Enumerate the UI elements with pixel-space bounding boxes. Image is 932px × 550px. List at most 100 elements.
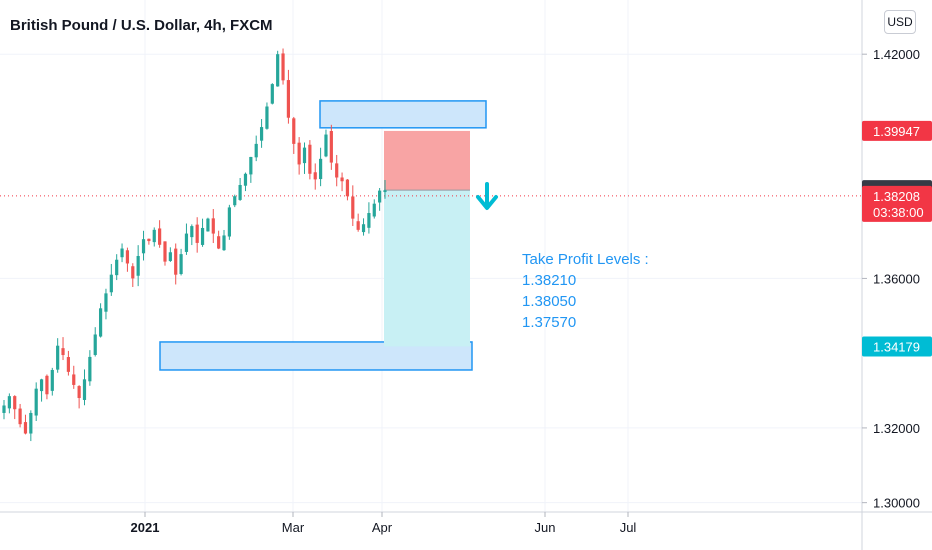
- candle-body: [281, 53, 285, 81]
- candle-body: [233, 196, 237, 206]
- candle-body: [39, 379, 44, 392]
- candle-body: [34, 388, 38, 416]
- candle-body: [292, 118, 296, 144]
- candle-body: [147, 238, 151, 242]
- candle-body: [297, 142, 301, 165]
- price-axis-label: 1.42000: [873, 47, 920, 62]
- candle-body: [222, 235, 226, 251]
- take-profit-heading: Take Profit Levels :: [522, 251, 649, 268]
- down-arrow-icon[interactable]: [476, 182, 498, 210]
- candle-body: [324, 134, 328, 157]
- time-axis-label: Jul: [620, 520, 637, 535]
- candle-body: [131, 266, 135, 279]
- risk-zone[interactable]: [384, 130, 470, 191]
- candle-body: [50, 369, 54, 391]
- candle-body: [372, 203, 376, 217]
- stop-loss-label: 1.39947: [873, 124, 920, 139]
- candle-body: [184, 233, 189, 252]
- candle-body: [383, 190, 387, 193]
- candle-body: [88, 356, 92, 382]
- candle-body: [45, 375, 49, 395]
- candle-body: [195, 224, 199, 243]
- candle-body: [66, 357, 70, 372]
- take-profit-annotation: Take Profit Levels : 1.38210 1.38050 1.3…: [522, 249, 649, 333]
- stop-loss-label-bg: [862, 120, 932, 141]
- take-profit-level-3: 1.37570: [522, 314, 577, 331]
- candle-body: [152, 229, 156, 243]
- candle-body: [276, 54, 280, 87]
- candle-body: [2, 405, 6, 413]
- candle-body: [56, 345, 60, 370]
- candle-body: [18, 408, 22, 425]
- candle-body: [29, 412, 33, 434]
- time-axis-label: Jun: [535, 520, 556, 535]
- candle-body: [238, 184, 242, 200]
- candle-body: [136, 256, 140, 276]
- candle-body: [254, 143, 258, 158]
- candle-body: [302, 147, 307, 164]
- target-price-label: 1.34179: [873, 339, 920, 354]
- time-axis-label: Mar: [282, 520, 305, 535]
- candle-body: [351, 196, 355, 219]
- candle-body: [367, 213, 371, 228]
- candle-body: [313, 172, 317, 180]
- candle-body: [249, 156, 253, 175]
- candle-body: [243, 173, 248, 186]
- candle-body: [206, 218, 210, 232]
- candle-body: [361, 224, 366, 233]
- price-axis-label: 1.32000: [873, 421, 920, 436]
- candle-body: [61, 348, 65, 356]
- price-axis-label: 1.30000: [873, 496, 920, 511]
- candle-body: [265, 106, 269, 129]
- current-price-label-countdown: 03:38:00: [873, 205, 924, 220]
- candle-body: [217, 236, 221, 249]
- reward-zone[interactable]: [384, 190, 470, 347]
- current-price-label: 1.38208: [873, 189, 920, 204]
- time-axis-label: Apr: [372, 520, 393, 535]
- candle-body: [158, 228, 162, 245]
- supply-zone[interactable]: [319, 100, 487, 129]
- candle-body: [77, 386, 81, 399]
- candle-body: [115, 259, 119, 276]
- candle-body: [163, 241, 167, 262]
- candle-body: [259, 127, 264, 141]
- currency-button[interactable]: USD: [884, 10, 916, 34]
- candle-body: [345, 179, 350, 197]
- candle-body: [308, 144, 312, 174]
- current-price-label-bg: [862, 185, 932, 222]
- candle-body: [227, 207, 231, 237]
- candle-body: [104, 293, 108, 312]
- candle-body: [319, 158, 323, 180]
- take-profit-level-1: 1.38210: [522, 272, 577, 289]
- candle-body: [340, 177, 344, 182]
- candle-body: [190, 226, 194, 238]
- demand-zone[interactable]: [159, 341, 473, 371]
- candle-body: [286, 80, 291, 118]
- candle-body: [329, 131, 333, 163]
- price-axis-label: 1.36000: [873, 271, 920, 286]
- candle-body: [200, 227, 205, 245]
- candle-body: [82, 379, 87, 400]
- candle-body: [179, 254, 183, 275]
- candle-body: [93, 334, 97, 355]
- candle-body: [23, 422, 28, 434]
- candle-body: [378, 190, 382, 203]
- candle-body: [168, 252, 172, 261]
- candle-body: [72, 374, 76, 385]
- candle-body: [13, 396, 17, 410]
- candle-body: [98, 308, 103, 337]
- time-axis-label: 2021: [131, 520, 160, 535]
- candle-body: [125, 250, 130, 264]
- candle-body: [7, 396, 11, 409]
- candle-body: [211, 218, 215, 234]
- candle-body: [141, 239, 146, 254]
- candle-body: [335, 163, 339, 178]
- target-price-label-bg: [862, 336, 932, 357]
- candle-body: [174, 248, 178, 275]
- candle-body: [270, 84, 274, 104]
- candle-body: [356, 221, 360, 230]
- candle-body: [109, 274, 113, 293]
- take-profit-level-2: 1.38050: [522, 293, 577, 310]
